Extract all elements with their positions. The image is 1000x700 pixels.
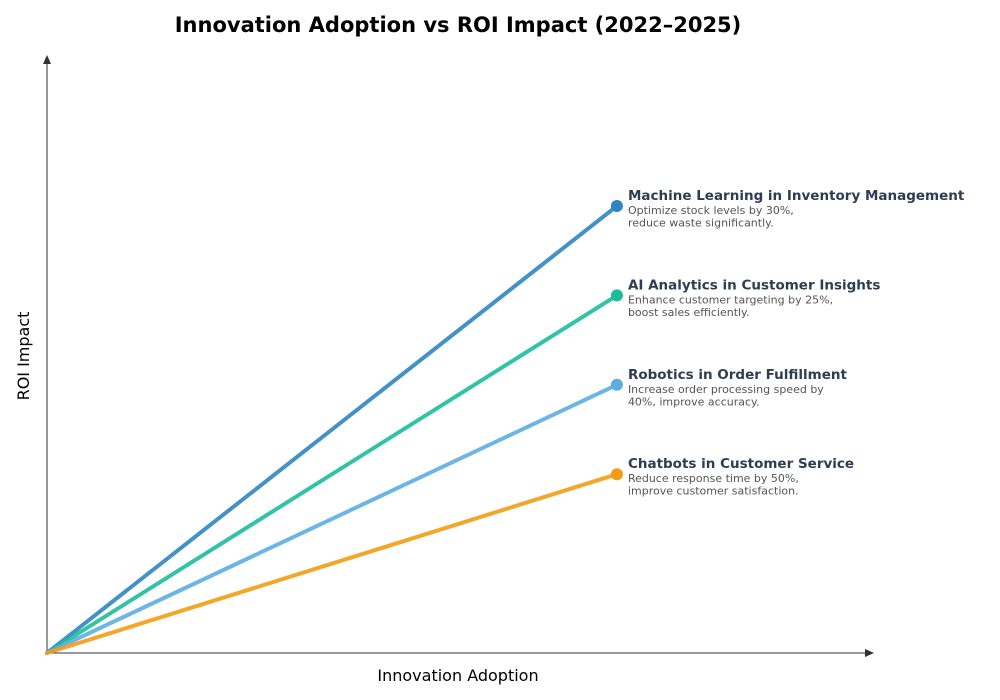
chart-title: Innovation Adoption vs ROI Impact (2022–…	[175, 13, 742, 37]
series-description: 40%, improve accuracy.	[628, 395, 760, 408]
series-label: Machine Learning in Inventory Management	[628, 188, 965, 204]
series-endpoint	[610, 200, 623, 212]
y-axis-arrow-icon	[43, 55, 51, 64]
series-label: AI Analytics in Customer Insights	[628, 277, 880, 293]
series-line	[45, 293, 619, 655]
series-description: reduce waste significantly.	[628, 217, 774, 230]
series-description: Optimize stock levels by 30%,	[628, 204, 794, 217]
y-axis-label: ROI Impact	[14, 312, 33, 401]
series-endpoint	[610, 378, 623, 391]
x-axis-label: Innovation Adoption	[377, 666, 538, 685]
series-description: boost sales efficiently.	[628, 306, 750, 319]
series-description: improve customer satisfaction.	[628, 485, 799, 498]
series-label: Robotics in Order Fulfillment	[628, 367, 848, 383]
series-description: Increase order processing speed by	[628, 383, 824, 396]
series-label: Chatbots in Customer Service	[628, 456, 854, 472]
series-line	[45, 382, 619, 655]
series-endpoint	[610, 289, 623, 302]
series-description: Reduce response time by 50%,	[628, 472, 799, 485]
series-line	[45, 472, 619, 655]
series-endpoint	[610, 468, 623, 481]
series-line	[45, 204, 619, 655]
series-description: Enhance customer targeting by 25%,	[628, 293, 833, 306]
x-axis-arrow-icon	[865, 649, 874, 657]
